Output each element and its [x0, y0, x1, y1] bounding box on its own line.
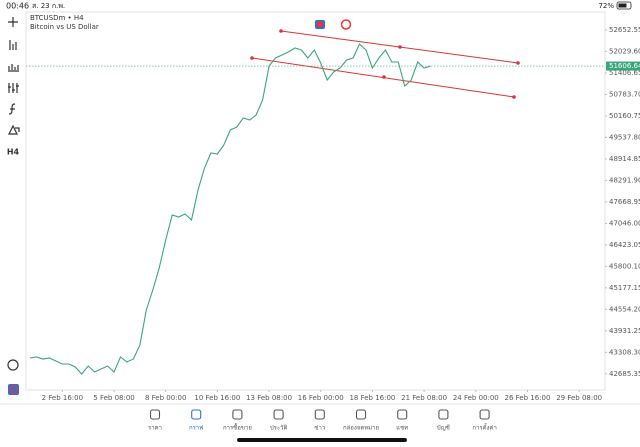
trade-icon-mark — [317, 22, 323, 27]
trend-channel — [251, 30, 519, 98]
y-tick-label: 48291.90 — [609, 176, 640, 184]
crosshair-tool[interactable] — [8, 17, 18, 27]
nav-icon — [438, 409, 449, 420]
nav-icon — [273, 409, 284, 420]
x-tick-label: 10 Feb 16:00 — [194, 394, 240, 402]
nav-item[interactable]: บัญชี — [437, 409, 450, 432]
objects-tool[interactable] — [8, 83, 19, 93]
x-tick-label: 18 Feb 16:00 — [349, 394, 395, 402]
nav-label: การตั้งค่า — [472, 422, 496, 432]
nav-label: ราคา — [148, 425, 162, 432]
chart-subtitle: Bitcoin vs US Dollar — [30, 23, 99, 31]
nav-item[interactable]: ข่าว — [314, 409, 325, 432]
price-line — [29, 43, 431, 375]
nav-item[interactable]: การตั้งค่า — [472, 409, 497, 432]
indicator-tool[interactable] — [8, 64, 19, 72]
nav-item[interactable]: การซื้อขาย — [223, 409, 252, 432]
nav-icon — [397, 409, 408, 420]
battery-level — [618, 3, 627, 8]
left-toolbar — [7, 17, 20, 371]
y-tick-label: 48914.85 — [609, 155, 640, 163]
y-tick-label: 52029.60 — [609, 47, 640, 55]
y-tick-label: 52652.55 — [609, 26, 640, 34]
y-tick-label: 51406.65 — [609, 69, 640, 77]
x-tick-label: 2 Feb 16:00 — [42, 394, 83, 402]
x-tick-label: 8 Feb 00:00 — [145, 394, 186, 402]
y-tick-label: 50160.75 — [609, 112, 640, 120]
nav-item[interactable]: กราฟ — [189, 409, 203, 432]
nav-item[interactable]: ราคา — [148, 409, 162, 432]
plot-frame — [25, 11, 606, 391]
battery-icon — [616, 1, 632, 10]
current-price-box — [606, 61, 640, 71]
trend-point[interactable] — [279, 29, 283, 33]
nav-item[interactable]: กล่องจดหมาย — [343, 409, 379, 432]
nav-item[interactable]: ประวัติ — [270, 409, 288, 432]
trend-points — [250, 29, 520, 99]
y-tick-label: 45800.10 — [609, 262, 640, 270]
y-tick-label: 46423.05 — [609, 241, 640, 249]
x-tick-label: 26 Feb 16:00 — [505, 394, 551, 402]
x-tick-label: 13 Feb 08:00 — [246, 394, 292, 402]
x-tick-label: 21 Feb 08:00 — [401, 394, 447, 402]
y-tick-label: 45177.15 — [609, 284, 640, 292]
y-tick-label: 50783.70 — [609, 90, 640, 98]
y-tick-label: 47046.00 — [609, 219, 640, 227]
nav-label: กล่องจดหมาย — [343, 425, 379, 432]
chart-title: BTCUSDm • H4 — [30, 14, 84, 22]
home-indicator — [237, 438, 407, 442]
trend-point[interactable] — [382, 75, 386, 79]
logo-mark — [9, 385, 18, 394]
current-price-label: 51606.64 — [609, 62, 640, 70]
status-time: 00:46 — [6, 2, 29, 11]
y-tick-label: 43931.25 — [609, 327, 640, 335]
nav-label: แชท — [396, 425, 408, 432]
x-tick-label: 5 Feb 08:00 — [93, 394, 134, 402]
nav-icon — [149, 409, 161, 420]
nav-label: การซื้อขาย — [223, 422, 252, 432]
y-tick-label: 49537.80 — [609, 133, 640, 141]
x-tick-label: 29 Feb 08:00 — [556, 394, 602, 402]
nav-label: กราฟ — [189, 425, 203, 432]
trend-point[interactable] — [516, 61, 520, 65]
search-tool[interactable] — [7, 359, 19, 371]
timeframe-button[interactable]: H4 — [7, 148, 20, 157]
nav-item[interactable]: แชท — [396, 409, 408, 432]
x-tick-label: 24 Feb 00:00 — [453, 394, 499, 402]
shapes-tool[interactable] — [8, 124, 20, 135]
battery-text: 72% — [598, 2, 614, 10]
nav-label: บัญชี — [437, 424, 450, 432]
fibo-tool[interactable] — [8, 103, 16, 115]
candle-tool[interactable] — [9, 40, 17, 50]
nav-label: ประวัติ — [270, 425, 288, 432]
y-tick-label: 43308.30 — [609, 348, 640, 356]
nav-icon — [232, 409, 243, 420]
status-date: ส. 23 ก.พ. — [32, 2, 65, 10]
signal-icon[interactable] — [340, 19, 352, 30]
nav-icon — [479, 409, 490, 420]
trend-point[interactable] — [250, 56, 254, 60]
x-tick-label: 16 Feb 00:00 — [298, 394, 344, 402]
y-tick-label: 47668.95 — [609, 198, 640, 206]
y-tick-label: 42685.35 — [609, 370, 640, 378]
trend-point[interactable] — [398, 45, 402, 49]
nav-icon — [191, 409, 202, 420]
nav-icon — [314, 409, 325, 420]
nav-label: ข่าว — [314, 425, 325, 432]
nav-icon — [355, 409, 367, 420]
y-tick-label: 44554.20 — [609, 305, 640, 313]
trend-point[interactable] — [512, 95, 516, 99]
